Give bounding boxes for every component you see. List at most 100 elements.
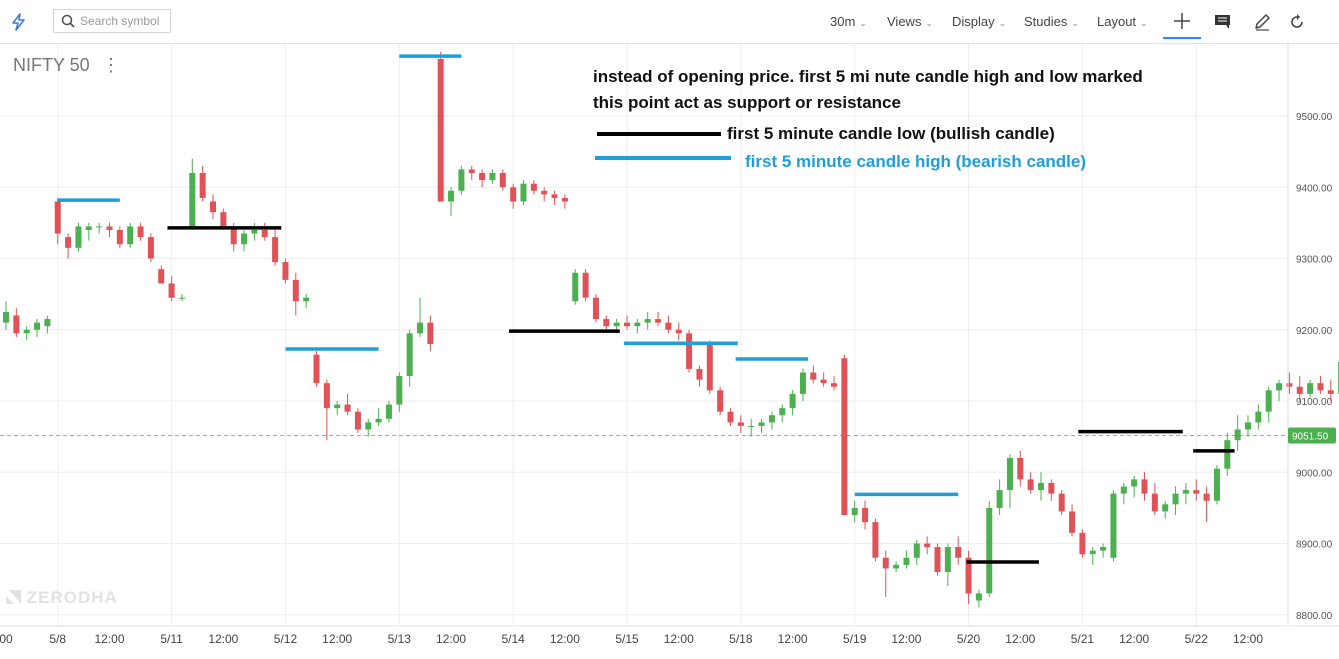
x-tick-label: 12:00	[550, 632, 580, 646]
candle-body	[158, 269, 165, 284]
candle-body	[116, 230, 123, 245]
comment-icon[interactable]	[1214, 14, 1231, 30]
x-tick-label: 5/13	[388, 632, 412, 646]
chevron-down-icon: ⌄	[1071, 18, 1079, 28]
candle-body	[375, 418, 382, 423]
candle-body	[1151, 493, 1158, 512]
candle-body	[75, 226, 82, 248]
x-tick-label: 12:00	[778, 632, 808, 646]
symbol-search[interactable]	[53, 9, 171, 33]
display-dropdown[interactable]: Display ⌄	[952, 0, 1006, 44]
candle-body	[603, 319, 610, 327]
interval-dropdown[interactable]: 30m ⌄	[830, 0, 867, 44]
candle-body	[831, 383, 837, 387]
views-dropdown[interactable]: Views ⌄	[887, 0, 933, 44]
candle-body	[799, 372, 806, 394]
candle-body	[768, 415, 775, 423]
candle-body	[1203, 493, 1210, 501]
chevron-down-icon: ⌄	[998, 18, 1007, 28]
candle-body	[468, 169, 475, 173]
x-tick-label: 12:00	[94, 632, 124, 646]
candle-body	[313, 354, 320, 384]
candle-body	[872, 522, 879, 558]
candle-body	[1296, 386, 1303, 394]
x-tick-label: 5/22	[1185, 632, 1209, 646]
more-options-icon[interactable]: ⋮	[102, 55, 121, 75]
candle-body	[417, 322, 423, 334]
candle-body	[996, 490, 1003, 508]
candle-body	[1162, 504, 1169, 512]
candle-body	[541, 190, 548, 195]
candle-body	[23, 329, 30, 334]
candle-body	[1172, 493, 1179, 505]
search-input[interactable]	[80, 13, 168, 29]
candle-body	[210, 201, 216, 213]
layout-dropdown[interactable]: Layout ⌄	[1097, 0, 1148, 44]
legend-low-text: first 5 minute candle low (bullish candl…	[727, 124, 1055, 143]
candle-body	[13, 315, 20, 334]
candle-body	[592, 297, 599, 320]
candle-body	[851, 507, 858, 515]
crosshair-button[interactable]	[1163, 8, 1201, 39]
candle-body	[624, 322, 630, 327]
candle-body	[406, 333, 413, 377]
candle-body	[127, 226, 134, 245]
candle-body	[1224, 440, 1231, 469]
candle-body	[882, 557, 889, 569]
candles	[3, 51, 1339, 608]
candle-body	[3, 311, 9, 323]
candle-body	[1265, 390, 1272, 412]
candle-body	[282, 262, 289, 280]
x-tick-label: 12:00	[322, 632, 352, 646]
x-tick-label: 12:00	[891, 632, 921, 646]
x-tick-label: 12:00	[1233, 632, 1263, 646]
candle-body	[479, 173, 486, 181]
candle-body	[106, 226, 113, 230]
candle-body	[1048, 482, 1055, 494]
candle-body	[168, 283, 175, 298]
candle-body	[893, 564, 900, 569]
candle-body	[303, 297, 310, 302]
lightning-icon[interactable]	[9, 12, 29, 32]
candle-body	[261, 230, 268, 238]
candle-body	[96, 226, 103, 228]
candle-body	[841, 358, 848, 515]
candle-body	[944, 547, 951, 572]
time-axis: 00 5/8 12:00 5/11 12:00 5/12 12:00 5/13 12:00 5/1…	[0, 632, 1263, 646]
chevron-down-icon: ⌄	[859, 18, 867, 28]
candle-body	[54, 201, 61, 234]
candle-body	[1255, 411, 1262, 423]
reset-icon[interactable]	[1289, 14, 1305, 30]
candle-body	[1120, 486, 1127, 494]
candle-body	[427, 322, 434, 344]
x-tick-label: 5/15	[615, 632, 639, 646]
chart-title: NIFTY 50	[13, 55, 90, 75]
interval-label: 30m	[830, 14, 856, 29]
candle-body	[44, 319, 51, 327]
candle-body	[1006, 458, 1013, 491]
x-tick-label: 12:00	[208, 632, 238, 646]
x-tick-label: 12:00	[1005, 632, 1035, 646]
studies-dropdown[interactable]: Studies ⌄	[1024, 0, 1079, 44]
candle-body	[686, 333, 693, 369]
candle-body	[272, 237, 279, 263]
candle-body	[189, 173, 196, 227]
candle-body	[748, 425, 755, 427]
candle-body	[727, 411, 734, 423]
candle-body	[334, 404, 341, 409]
x-tick-label: 12:00	[664, 632, 694, 646]
candle-body	[644, 319, 651, 323]
candle-body	[385, 404, 392, 419]
candle-body	[1110, 493, 1117, 558]
candle-body	[862, 507, 869, 523]
candle-body	[323, 383, 330, 409]
candle-body	[499, 173, 506, 188]
candle-body	[665, 322, 672, 330]
draw-pencil-icon[interactable]	[1253, 13, 1271, 31]
candle-body	[1069, 511, 1076, 533]
candle-body	[199, 173, 206, 198]
zerodha-logo-icon	[6, 590, 21, 604]
candle-body	[1131, 479, 1138, 487]
candle-body	[1100, 547, 1107, 551]
